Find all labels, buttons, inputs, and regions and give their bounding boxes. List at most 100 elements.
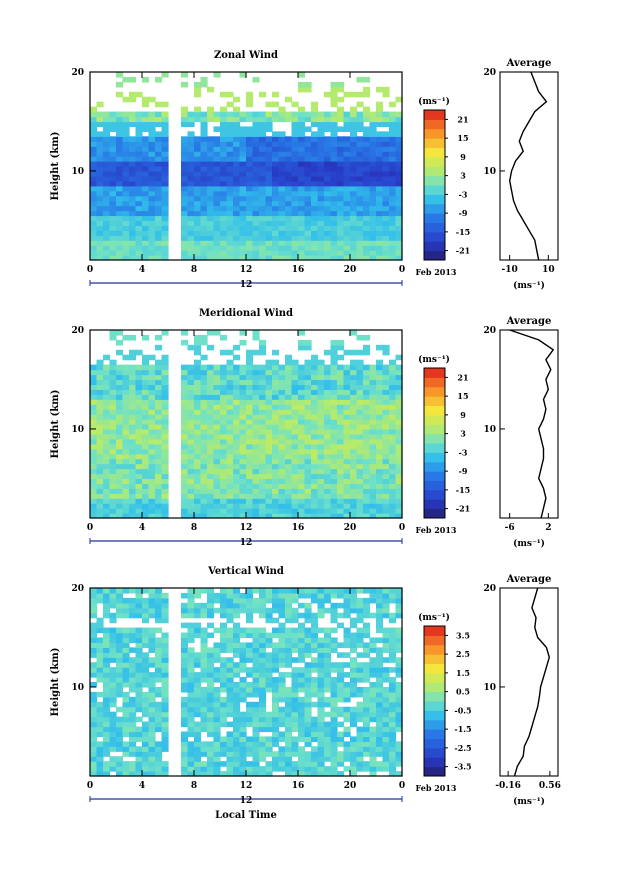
heatmap-cell (317, 602, 325, 609)
heatmap-cell (259, 453, 267, 460)
heatmap-cell (252, 190, 260, 197)
heatmap-cell (194, 731, 202, 738)
heatmap-cell (363, 493, 371, 499)
heatmap-cell (116, 657, 124, 663)
heatmap-cell (155, 513, 163, 519)
heatmap-cell (369, 498, 377, 504)
heatmap-cell (330, 156, 338, 162)
heatmap-cell (220, 151, 228, 157)
heatmap-cell (317, 126, 325, 132)
heatmap-cell (330, 453, 338, 460)
heatmap-cell (259, 195, 267, 202)
heatmap-cell (278, 389, 286, 395)
heatmap-cell (278, 141, 286, 147)
heatmap-cell (90, 662, 98, 668)
heatmap-cell (96, 225, 104, 231)
heatmap-cell (161, 672, 169, 678)
heatmap-cell (330, 701, 338, 708)
heatmap-cell (272, 156, 280, 162)
heatmap-cell (304, 369, 312, 376)
heatmap-cell (311, 240, 319, 246)
heatmap-cell (103, 458, 111, 465)
heatmap-cell (200, 458, 208, 465)
heatmap-cell (363, 394, 371, 400)
heatmap-cell (103, 463, 111, 470)
heatmap-cell (324, 463, 332, 470)
heatmap-cell (135, 428, 143, 435)
heatmap-cell (213, 185, 221, 192)
heatmap-cell (330, 642, 338, 648)
heatmap-cell (330, 711, 338, 718)
heatmap-cell (350, 607, 358, 614)
heatmap-cell (389, 716, 397, 723)
heatmap-cell (103, 220, 111, 226)
heatmap-cell (330, 443, 338, 450)
heatmap-cell (389, 478, 397, 484)
heatmap-cell (395, 503, 403, 509)
heatmap-cell (369, 424, 377, 430)
heatmap-cell (330, 379, 338, 386)
heatmap-cell (135, 185, 143, 192)
heatmap-cell (194, 235, 202, 241)
heatmap-cell (142, 696, 150, 703)
heatmap-cell (265, 458, 273, 465)
heatmap-cell (265, 175, 273, 182)
heatmap-cell (187, 394, 195, 400)
heatmap-cell (304, 344, 312, 351)
heatmap-cell (337, 166, 345, 172)
heatmap-cell (116, 667, 124, 673)
heatmap-cell (246, 399, 254, 405)
heatmap-cell (291, 691, 299, 698)
heatmap-cell (213, 404, 221, 410)
heatmap-cell (324, 458, 332, 465)
colorbar-tick-label: -3.5 (454, 762, 471, 772)
heatmap-cell (220, 190, 228, 197)
heatmap-cell (272, 662, 280, 668)
heatmap-cell (116, 433, 124, 440)
heatmap-cell (155, 156, 163, 162)
heatmap-cell (187, 637, 195, 644)
heatmap-cell (337, 498, 345, 504)
heatmap-cell (187, 483, 195, 489)
heatmap-cell (356, 463, 364, 470)
heatmap-cell (317, 136, 325, 142)
heatmap-cell (252, 166, 260, 172)
heatmap-cell (122, 468, 130, 475)
heatmap-cell (317, 121, 325, 128)
colorbar-swatch (424, 710, 445, 721)
heatmap-cell (376, 443, 384, 450)
heatmap-cell (376, 696, 384, 703)
heatmap-cell (155, 761, 163, 767)
heatmap-cell (161, 230, 169, 236)
heatmap-cell (298, 106, 306, 113)
heatmap-cell (220, 701, 228, 708)
heatmap-cell (148, 141, 156, 147)
heatmap-cell (317, 215, 325, 222)
heatmap-cell (246, 433, 254, 440)
heatmap-cell (129, 721, 137, 728)
heatmap-cell (304, 493, 312, 499)
heatmap-cell (129, 414, 137, 420)
heatmap-cell (265, 433, 273, 440)
heatmap-cell (311, 101, 319, 108)
heatmap-cell (239, 468, 247, 475)
heatmap-cell (220, 424, 228, 430)
heatmap-cell (200, 374, 208, 381)
heatmap-cell (395, 691, 403, 698)
heatmap-cell (220, 235, 228, 241)
heatmap-cell (148, 151, 156, 157)
heatmap-cell (304, 419, 312, 425)
heatmap-cell (122, 632, 130, 639)
heatmap-cell (265, 161, 273, 167)
heatmap-cell (187, 443, 195, 450)
heatmap-cell (376, 761, 384, 767)
day-label: 12 (240, 280, 253, 290)
heatmap-cell (96, 637, 104, 644)
heatmap-cell (226, 91, 234, 98)
heatmap-cell (122, 731, 130, 738)
x-tick-label: 0 (87, 265, 93, 275)
heatmap-cell (291, 686, 299, 693)
heatmap-cell (155, 746, 163, 752)
heatmap-cell (389, 175, 397, 182)
heatmap-cell (103, 597, 111, 604)
